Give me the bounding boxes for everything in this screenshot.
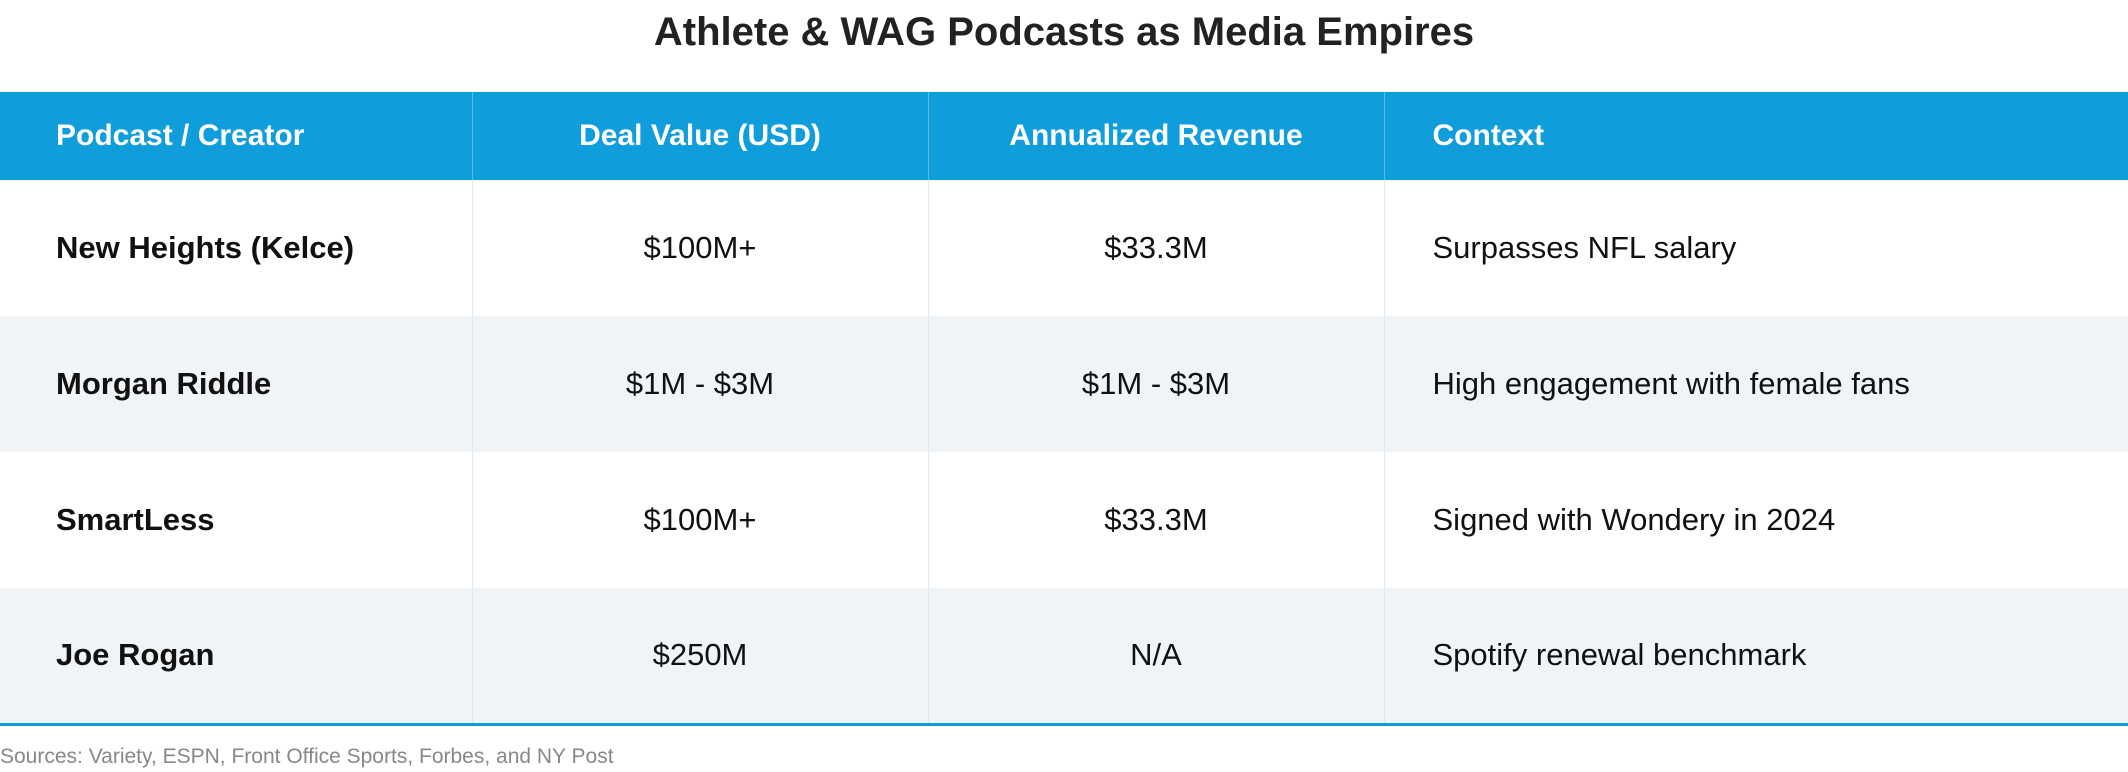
- table-header-row: Podcast / Creator Deal Value (USD) Annua…: [0, 92, 2128, 180]
- podcast-table: Podcast / Creator Deal Value (USD) Annua…: [0, 92, 2128, 726]
- revenue-cell: $33.3M: [928, 180, 1385, 316]
- table-row: New Heights (Kelce) $100M+ $33.3M Surpas…: [0, 180, 2128, 316]
- deal-value-cell: $250M: [472, 588, 929, 726]
- revenue-cell: $1M - $3M: [928, 316, 1385, 452]
- creator-cell: Morgan Riddle: [0, 316, 473, 452]
- page-title: Athlete & WAG Podcasts as Media Empires: [653, 10, 1475, 54]
- context-cell: Surpasses NFL salary: [1432, 230, 1737, 265]
- table-row: Joe Rogan $250M N/A Spotify renewal benc…: [0, 588, 2128, 726]
- column-header: Deal Value (USD): [472, 92, 929, 180]
- revenue-cell: $33.3M: [928, 452, 1385, 588]
- revenue-cell: N/A: [928, 588, 1385, 726]
- creator-cell: New Heights (Kelce): [0, 180, 473, 316]
- deal-value-cell: $1M - $3M: [472, 316, 929, 452]
- sources-note: Sources: Variety, ESPN, Front Office Spo…: [0, 745, 614, 768]
- column-header: Podcast / Creator: [0, 92, 473, 180]
- column-header: Annualized Revenue: [928, 92, 1385, 180]
- context-cell: Spotify renewal benchmark: [1384, 588, 2128, 726]
- deal-value-cell: $100M+: [472, 180, 929, 316]
- context-cell: High engagement with female fans: [1384, 316, 2128, 452]
- creator-cell: Joe Rogan: [0, 588, 473, 726]
- creator-cell: SmartLess: [0, 452, 473, 588]
- column-header: Context: [1384, 92, 2128, 180]
- context-cell: Signed with Wondery in 2024: [1432, 502, 1836, 537]
- deal-value-cell: $100M+: [472, 452, 929, 588]
- table-row: Morgan Riddle $1M - $3M $1M - $3M High e…: [0, 316, 2128, 452]
- table-row: SmartLess $100M+ $33.3M Signed with Wond…: [0, 452, 2128, 588]
